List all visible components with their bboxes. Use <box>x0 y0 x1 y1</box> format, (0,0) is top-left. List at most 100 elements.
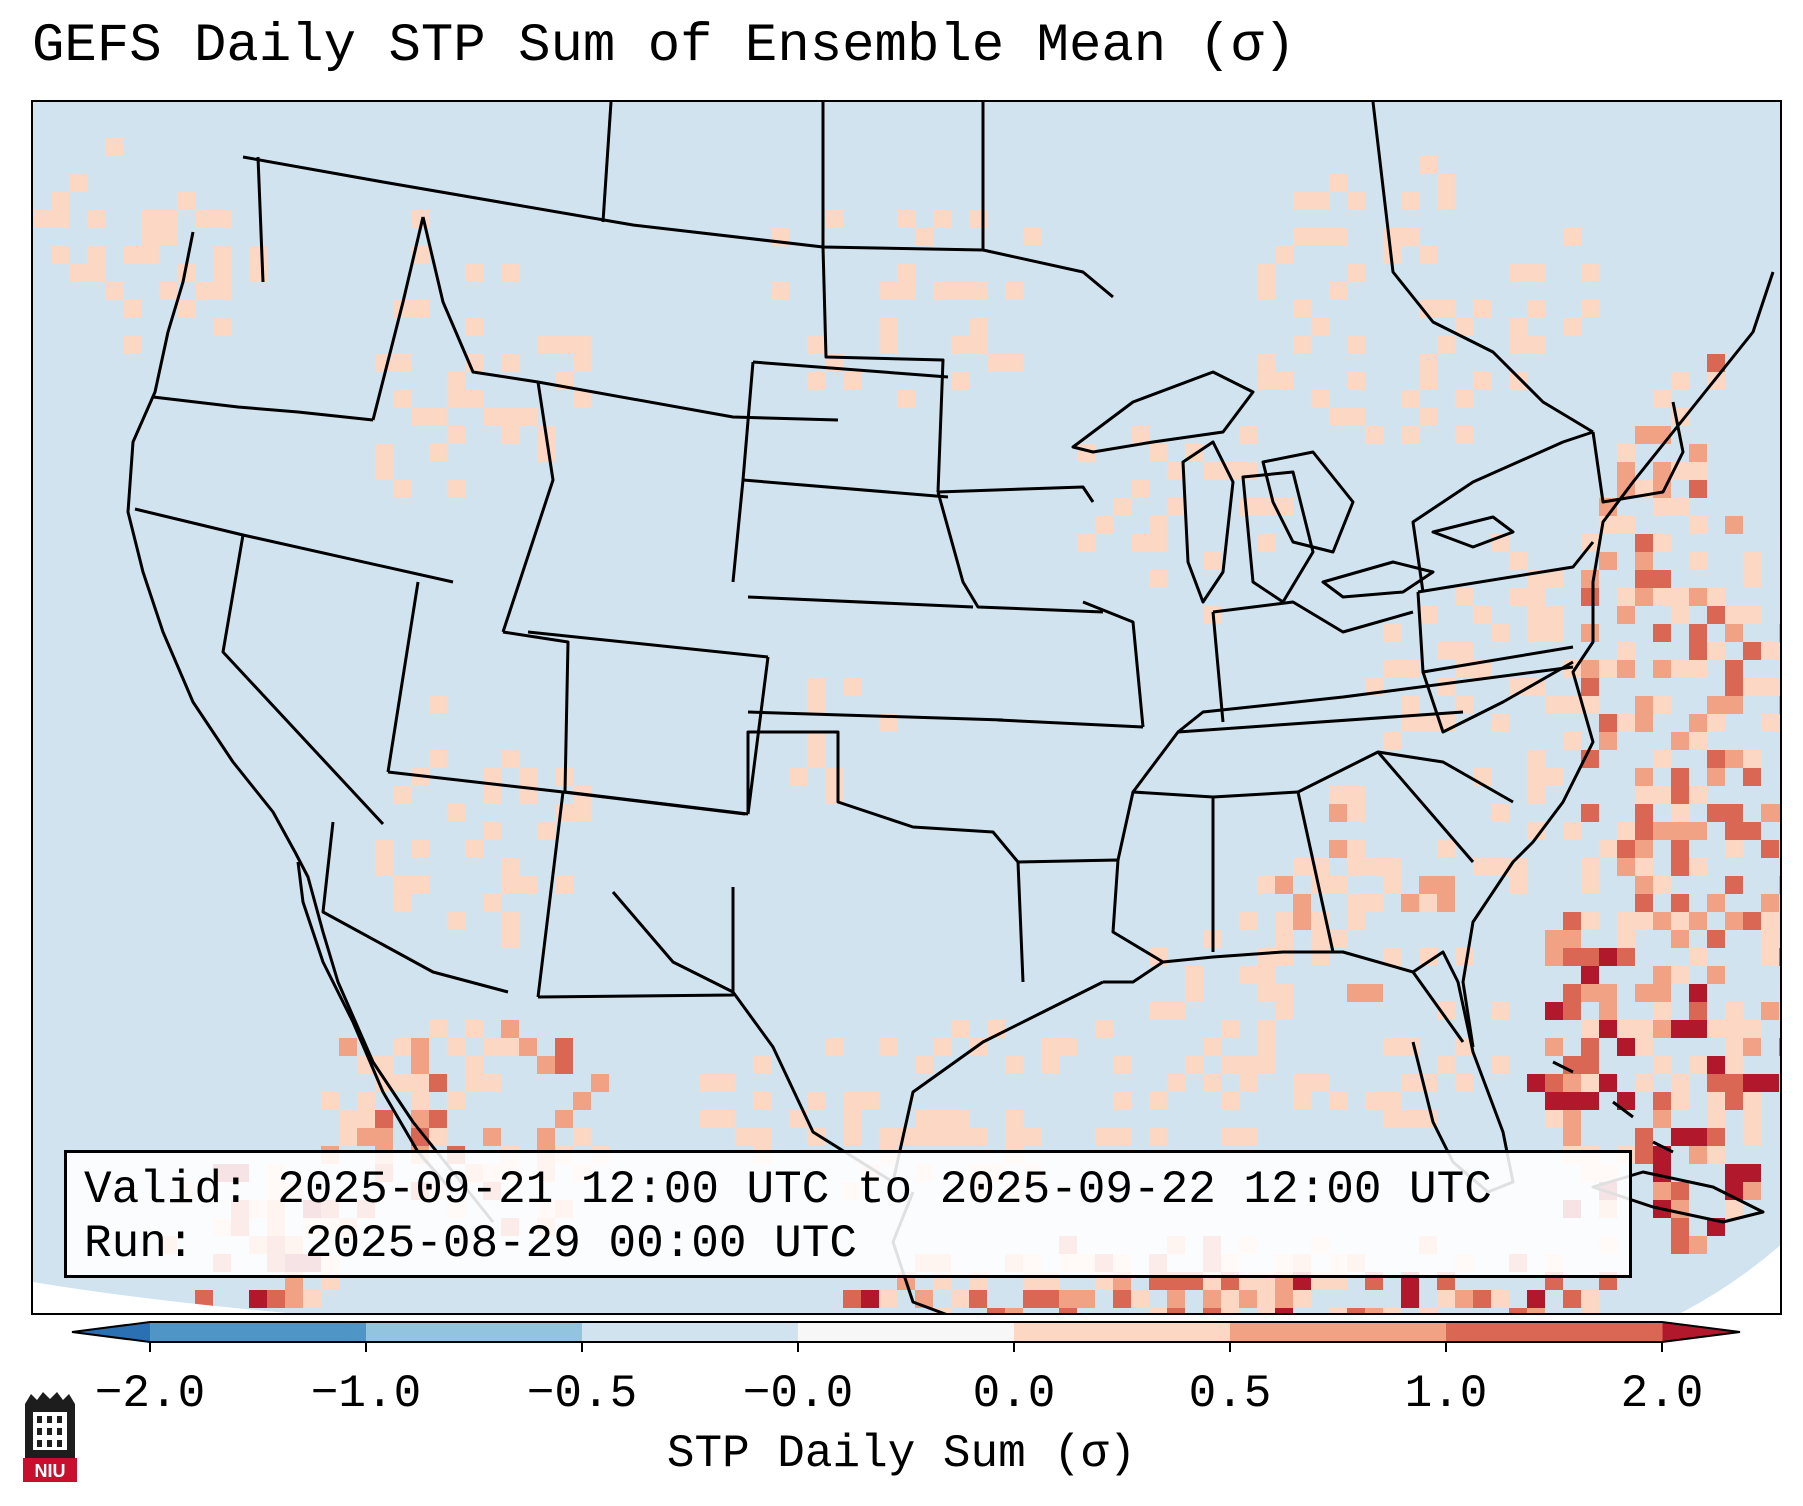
anomaly-cell <box>1671 1128 1689 1146</box>
anomaly-cell <box>1761 1074 1779 1092</box>
anomaly-cell <box>1401 192 1419 210</box>
anomaly-cell <box>483 768 501 786</box>
anomaly-cell <box>1653 696 1671 714</box>
anomaly-cell <box>1635 1038 1653 1056</box>
anomaly-cell <box>1275 372 1293 390</box>
anomaly-cell <box>87 246 105 264</box>
anomaly-cell <box>1167 1074 1185 1092</box>
anomaly-cell <box>447 426 465 444</box>
anomaly-cell <box>357 1110 375 1128</box>
anomaly-cell <box>1545 1092 1563 1110</box>
anomaly-cell <box>1365 426 1383 444</box>
anomaly-cell <box>1419 948 1437 966</box>
anomaly-cell <box>1365 894 1383 912</box>
anomaly-cell <box>1437 1056 1455 1074</box>
anomaly-cell <box>1005 282 1023 300</box>
oh-border <box>1212 600 1414 634</box>
anomaly-cell <box>1581 876 1599 894</box>
anomaly-cell <box>1617 516 1635 534</box>
anomaly-cell <box>105 138 123 156</box>
anomaly-cell <box>951 336 969 354</box>
anomaly-cell <box>375 1128 393 1146</box>
anomaly-cell <box>1581 570 1599 588</box>
anomaly-cell <box>1671 930 1689 948</box>
anomaly-cell <box>915 1128 933 1146</box>
anomaly-cell <box>1437 336 1455 354</box>
anomaly-cell <box>1293 228 1311 246</box>
anomaly-cell <box>1329 174 1347 192</box>
anomaly-cell <box>1707 768 1725 786</box>
valid-line: Valid: 2025-09-21 12:00 UTC to 2025-09-2… <box>84 1163 1612 1217</box>
anomaly-cell <box>501 750 519 768</box>
anomaly-cell <box>1671 732 1689 750</box>
anomaly-cell <box>555 1056 573 1074</box>
anomaly-cell <box>1437 840 1455 858</box>
anomaly-cell <box>1563 1110 1581 1128</box>
anomaly-cell <box>1203 1308 1221 1313</box>
anomaly-cell <box>969 318 987 336</box>
anomaly-cell <box>1599 1074 1617 1092</box>
anomaly-cell <box>1581 264 1599 282</box>
anomaly-cell <box>1131 1290 1149 1308</box>
anomaly-cell <box>87 210 105 228</box>
anomaly-cell <box>1527 606 1545 624</box>
anomaly-cell <box>1779 696 1780 714</box>
anomaly-cell <box>1671 840 1689 858</box>
anomaly-cell <box>1311 390 1329 408</box>
anomaly-cell <box>1617 588 1635 606</box>
anomaly-cell <box>1689 1056 1707 1074</box>
anomaly-cell <box>573 336 591 354</box>
anomaly-cell <box>1671 1074 1689 1092</box>
anomaly-cell <box>1653 876 1671 894</box>
anomaly-cell <box>1509 588 1527 606</box>
anomaly-cell <box>969 282 987 300</box>
anomaly-cell <box>1563 1074 1581 1092</box>
anomaly-cell <box>213 282 231 300</box>
anomaly-cell <box>393 1074 411 1092</box>
anomaly-cell <box>1653 624 1671 642</box>
anomaly-cell <box>1689 1002 1707 1020</box>
anomaly-cell <box>537 1128 555 1146</box>
anomaly-cell <box>1437 192 1455 210</box>
anomaly-cell <box>1635 822 1653 840</box>
anomaly-cell <box>1689 462 1707 480</box>
anomaly-cell <box>1527 1074 1545 1092</box>
anomaly-cell <box>1437 1290 1455 1308</box>
sc-ga-border <box>1376 751 1475 863</box>
anomaly-cell <box>1689 786 1707 804</box>
anomaly-cell <box>1383 1308 1401 1313</box>
anomaly-cell <box>1671 858 1689 876</box>
anomaly-cell <box>1779 642 1780 660</box>
colorbar-tick-label: 0.0 <box>973 1368 1056 1420</box>
anomaly-cell <box>1689 948 1707 966</box>
anomaly-cell <box>1527 750 1545 768</box>
anomaly-cell <box>1581 624 1599 642</box>
anomaly-cell <box>1779 894 1780 912</box>
anomaly-cell <box>1743 1110 1761 1128</box>
anomaly-cell <box>1311 930 1329 948</box>
anomaly-cell <box>1707 1146 1725 1164</box>
anomaly-cell <box>1347 984 1365 1002</box>
anomaly-cell <box>1329 930 1347 948</box>
anomaly-cell <box>1707 930 1725 948</box>
anomaly-cell <box>519 876 537 894</box>
anomaly-cell <box>1743 1182 1761 1200</box>
anomaly-cell <box>1707 354 1725 372</box>
anomaly-cell <box>1671 912 1689 930</box>
anomaly-cell <box>1707 1056 1725 1074</box>
anomaly-cell <box>1005 1308 1023 1313</box>
anomaly-cell <box>1563 1092 1581 1110</box>
anomaly-cell <box>1707 1020 1725 1038</box>
anomaly-cell <box>1491 858 1509 876</box>
anomaly-cell <box>1671 804 1689 822</box>
anomaly-cell <box>1743 750 1761 768</box>
anomaly-cell <box>1563 930 1581 948</box>
anomaly-cell <box>753 1056 771 1074</box>
anomaly-cell <box>1383 876 1401 894</box>
mn-ia-border <box>937 485 1095 503</box>
anomaly-cell <box>951 282 969 300</box>
anomaly-cell <box>1653 1182 1671 1200</box>
colorbar-tick-label: −0.0 <box>743 1368 853 1420</box>
anomaly-cell <box>1149 1128 1167 1146</box>
la-border <box>1017 858 1165 984</box>
